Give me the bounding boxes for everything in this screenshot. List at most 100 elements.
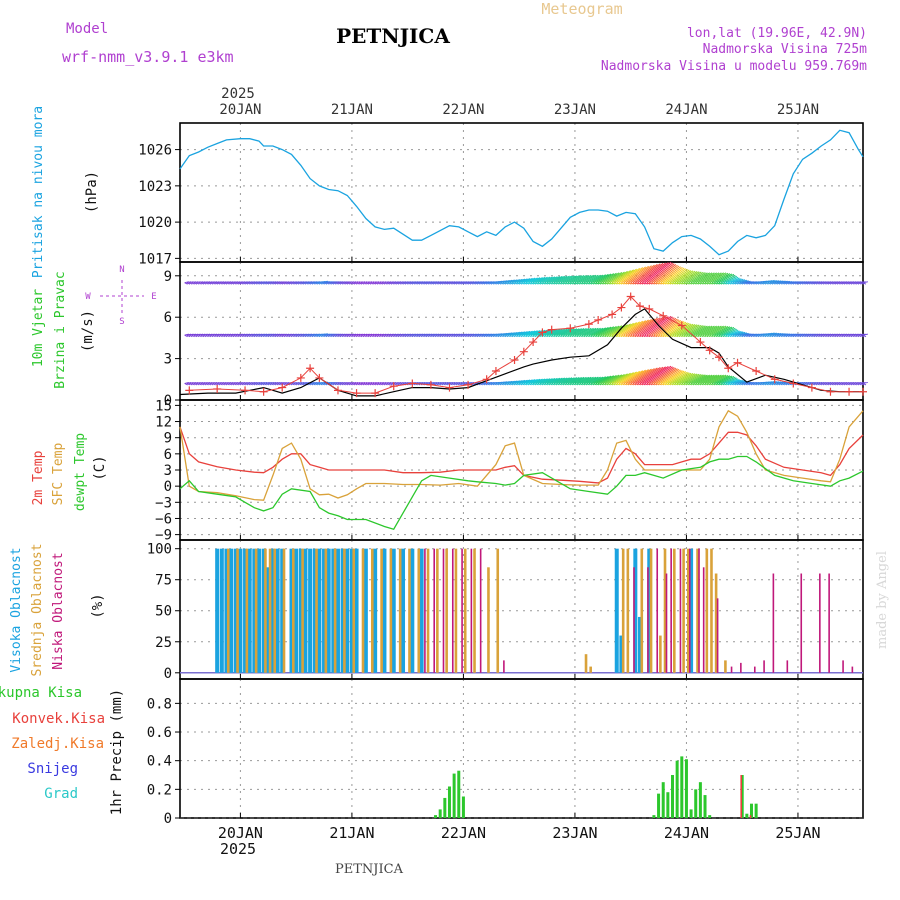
wind-barb	[226, 282, 230, 285]
cloud-bar	[433, 548, 435, 673]
wind-barb	[639, 334, 644, 338]
wind-barb	[679, 324, 698, 336]
wind-barb	[233, 282, 237, 285]
wind-barb	[233, 382, 237, 386]
wind-barb	[753, 382, 758, 386]
wind-barb	[709, 374, 727, 384]
wind-barb	[328, 334, 332, 338]
wind-barb	[839, 282, 843, 285]
wind-barb	[577, 282, 581, 285]
wind-barb	[551, 275, 566, 284]
cloud-bar	[682, 548, 685, 673]
wind-barb	[298, 382, 302, 386]
wind-barb	[635, 263, 661, 284]
wind-barb	[200, 282, 205, 285]
cloud-bar	[633, 548, 638, 673]
wind-barb	[237, 382, 242, 386]
wind-barb	[837, 382, 841, 386]
wind-barb	[625, 265, 649, 284]
wind-barb	[525, 334, 530, 338]
wind-barb	[579, 327, 594, 336]
coords-text: lon,lat (19.96E, 42.9N)	[687, 26, 867, 41]
compass-e: E	[151, 292, 156, 302]
wind-barb	[616, 371, 637, 384]
wind-barb	[453, 282, 458, 285]
wind-barb	[249, 382, 253, 386]
wind-barb	[723, 275, 737, 284]
wind-barb	[281, 334, 286, 338]
wind-barb	[695, 325, 713, 336]
precip-bar	[684, 759, 688, 818]
wind-barb	[205, 382, 209, 386]
wind-barb	[449, 334, 453, 338]
wind-barb	[862, 282, 867, 285]
wind-barb	[709, 325, 727, 336]
y-tick-label: 12	[155, 415, 172, 431]
wind-barb	[653, 264, 678, 284]
wind-barb	[679, 334, 683, 338]
wind-barb	[553, 377, 568, 384]
wind-barb	[658, 282, 662, 285]
wind-barb	[451, 282, 456, 285]
wind-barb	[662, 382, 667, 386]
wind-barb	[386, 282, 390, 285]
wind-barb	[567, 334, 572, 338]
wind-barb	[772, 382, 776, 386]
wind-barb	[330, 282, 335, 285]
wind-barb	[644, 334, 648, 338]
wind-barb	[563, 377, 578, 384]
wind-barb	[516, 278, 528, 284]
wind-barb	[230, 382, 235, 386]
cloud-bar	[696, 548, 699, 673]
wind-barb	[305, 282, 309, 285]
wind-barb	[275, 282, 279, 285]
wind-barb	[451, 334, 456, 338]
wind-barb	[521, 382, 525, 386]
wind-barb	[618, 382, 623, 386]
wind-barb	[563, 282, 567, 285]
wind-barb	[830, 334, 834, 338]
wind-barb	[681, 334, 686, 338]
wind-barb	[412, 282, 416, 285]
wind-barb	[679, 282, 683, 285]
wind-barb	[528, 282, 532, 285]
wind-barb	[674, 334, 679, 338]
wind-barb	[467, 334, 472, 338]
wind-barb	[579, 282, 583, 285]
wind-barb	[384, 334, 388, 338]
cloud-bar	[349, 548, 354, 673]
wind-barb	[198, 382, 202, 386]
wind-barb	[565, 282, 569, 285]
wind-barb	[765, 279, 775, 284]
wind-barb	[649, 334, 653, 338]
wind-barb	[635, 367, 661, 384]
wind-barb	[523, 382, 528, 386]
wind-barb	[614, 269, 634, 284]
wind-barb	[474, 334, 479, 338]
wind-barb	[665, 334, 669, 338]
wind-barb	[786, 382, 790, 386]
wind-barb	[830, 382, 834, 386]
wind-barb	[583, 274, 599, 284]
cloud-bar	[243, 548, 248, 673]
wind-barb	[772, 334, 776, 338]
wind-barb	[632, 382, 637, 386]
wind-barb	[839, 382, 843, 386]
sfc-temp-title: SFC Temp	[51, 443, 66, 506]
cloud-bar	[451, 548, 454, 673]
wind-barb	[841, 282, 846, 285]
wind-barb	[251, 382, 256, 386]
wind-barb	[556, 382, 560, 386]
wind-barb	[818, 282, 823, 285]
wind-barb	[553, 382, 558, 386]
wind-barb	[607, 382, 611, 386]
wind-barb	[219, 334, 223, 338]
wind-barb	[300, 382, 305, 386]
wind-barb	[553, 275, 568, 284]
wind-barb	[365, 382, 370, 386]
wind-barb	[275, 334, 279, 338]
wind-barb	[449, 282, 453, 285]
wind-barb	[228, 334, 233, 338]
precip-bar	[438, 809, 442, 818]
wind-barb	[725, 378, 739, 384]
